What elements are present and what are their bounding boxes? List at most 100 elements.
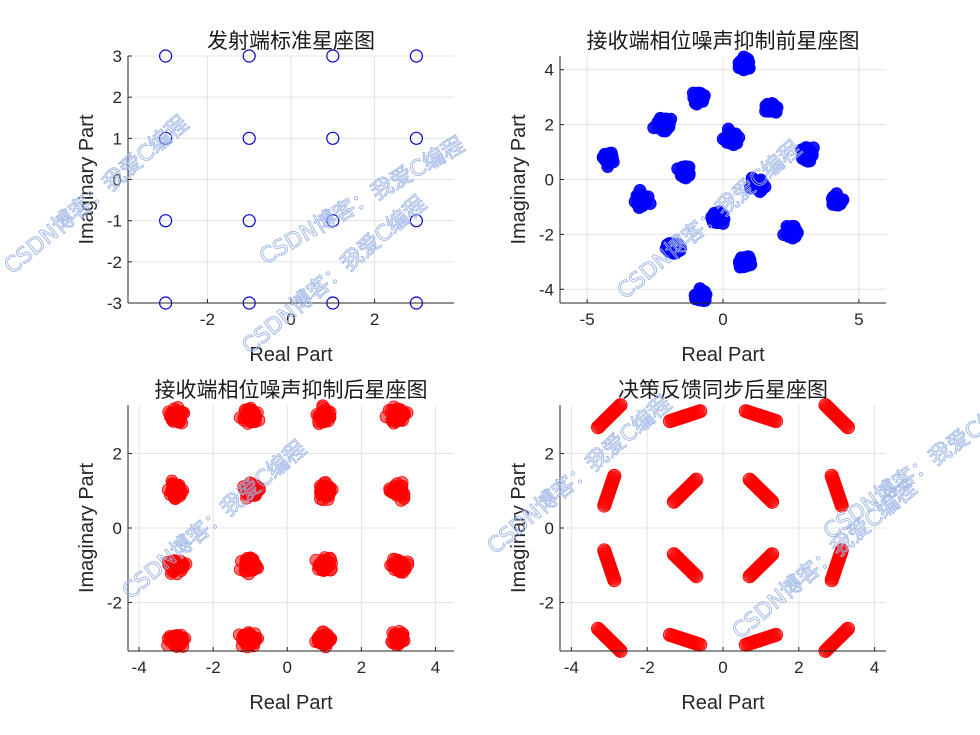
streak-point bbox=[597, 498, 612, 513]
phase-streak bbox=[738, 627, 784, 652]
data-point bbox=[159, 49, 173, 63]
cluster-point bbox=[245, 485, 259, 499]
point-cluster bbox=[314, 476, 339, 507]
data-point bbox=[242, 131, 256, 145]
watermark-text: CSDN博客：我爱C编程 bbox=[118, 436, 312, 604]
x-tick-label: 0 bbox=[718, 310, 727, 329]
cluster-point bbox=[722, 133, 735, 146]
x-axis-label: Real Part bbox=[681, 692, 765, 714]
phase-streak bbox=[591, 621, 628, 658]
data-point bbox=[159, 214, 173, 228]
x-tick-label: 0 bbox=[286, 310, 295, 329]
y-axis-label: Imaginary Part bbox=[76, 114, 98, 244]
cluster-point bbox=[738, 55, 752, 69]
cluster-point bbox=[795, 143, 809, 157]
cluster-point bbox=[244, 401, 258, 415]
data-point bbox=[326, 214, 340, 228]
streak-point bbox=[818, 398, 833, 413]
phase-streak bbox=[662, 627, 708, 652]
x-axis-label: Real Part bbox=[249, 692, 333, 714]
subplot-2: -5 0 5 -4 -2 0 2 4 接收端相位噪声抑制前星座图 Real Part Imagina… bbox=[508, 29, 886, 366]
x-tick-label: -4 bbox=[132, 658, 147, 677]
cluster-point bbox=[676, 168, 690, 182]
x-tick-label: -4 bbox=[564, 658, 579, 677]
point-cluster bbox=[596, 146, 620, 173]
data-series bbox=[596, 50, 850, 308]
point-cluster bbox=[233, 401, 266, 430]
point-cluster bbox=[310, 399, 337, 430]
subplot-4: -4 -2 0 2 4 -2 0 2 决策反馈同步后星座图 Real Part Imaginary … bbox=[508, 378, 886, 714]
cluster-point bbox=[392, 408, 406, 422]
streak-point bbox=[689, 569, 704, 584]
streak-point bbox=[607, 573, 622, 588]
cluster-point bbox=[693, 288, 707, 301]
point-cluster bbox=[777, 219, 804, 245]
point-cluster bbox=[716, 122, 746, 152]
point-cluster bbox=[825, 187, 850, 212]
phase-streak bbox=[742, 472, 780, 509]
phase-streak bbox=[591, 398, 628, 435]
y-tick-label: -2 bbox=[107, 253, 122, 272]
cluster-point bbox=[651, 116, 665, 130]
x-axis-label: Real Part bbox=[249, 344, 333, 366]
phase-streak bbox=[818, 621, 855, 658]
point-cluster bbox=[688, 282, 713, 308]
phase-streak bbox=[597, 543, 622, 588]
point-cluster bbox=[383, 476, 411, 507]
y-tick-label: 2 bbox=[545, 444, 554, 463]
streak-point bbox=[742, 472, 757, 487]
point-cluster bbox=[384, 552, 415, 579]
y-tick-label: 0 bbox=[113, 171, 122, 190]
phase-streak bbox=[666, 547, 704, 584]
cluster-point bbox=[766, 101, 780, 115]
point-cluster bbox=[647, 111, 678, 138]
y-tick-label: -1 bbox=[107, 212, 122, 231]
cluster-point bbox=[784, 224, 798, 238]
cluster-point bbox=[387, 557, 401, 571]
streak-point bbox=[591, 420, 606, 435]
y-tick-label: 2 bbox=[113, 88, 122, 107]
cluster-point bbox=[168, 482, 182, 496]
data-series bbox=[591, 398, 855, 658]
y-tick-label: -3 bbox=[107, 294, 122, 313]
x-tick-label: 0 bbox=[283, 658, 292, 677]
streak-point bbox=[834, 543, 849, 558]
y-axis-label: Imaginary Part bbox=[76, 463, 98, 593]
point-cluster bbox=[744, 171, 772, 198]
phase-streak bbox=[824, 468, 849, 513]
cluster-point bbox=[830, 187, 843, 201]
y-axis-label: Imaginary Part bbox=[508, 114, 530, 244]
y-tick-label: 1 bbox=[113, 129, 122, 148]
cluster-point bbox=[318, 483, 331, 497]
streak-point bbox=[765, 547, 780, 562]
point-cluster bbox=[161, 474, 190, 506]
cluster-point bbox=[606, 155, 620, 169]
point-cluster bbox=[161, 554, 193, 581]
cluster-point bbox=[690, 91, 704, 105]
streak-point bbox=[840, 621, 855, 636]
x-tick-label: 0 bbox=[718, 658, 727, 677]
chart-title: 接收端相位噪声抑制前星座图 bbox=[587, 29, 860, 53]
y-tick-label: -2 bbox=[107, 594, 122, 613]
y-tick-label: 2 bbox=[545, 116, 554, 135]
data-point bbox=[409, 131, 423, 145]
cluster-point bbox=[637, 193, 651, 207]
y-tick-label: 0 bbox=[545, 171, 554, 190]
point-cluster bbox=[732, 50, 756, 77]
y-tick-label: 0 bbox=[545, 519, 554, 538]
cluster-point bbox=[244, 637, 258, 651]
phase-streak bbox=[662, 404, 708, 429]
cluster-point bbox=[713, 206, 726, 220]
streak-point bbox=[693, 637, 708, 652]
data-point bbox=[242, 214, 256, 228]
watermark-text: CSDN博客：我爱C编程 bbox=[613, 136, 807, 304]
x-tick-label: 2 bbox=[794, 658, 803, 677]
data-point bbox=[409, 214, 423, 228]
cluster-point bbox=[662, 120, 676, 134]
phase-streak bbox=[742, 547, 780, 584]
data-point bbox=[159, 131, 173, 145]
y-axis-label: Imaginary Part bbox=[508, 463, 530, 593]
x-tick-label: 4 bbox=[870, 658, 879, 677]
subplot-1: -2 0 2 -3 -2 -1 0 1 2 3 发射端标准星座图 Real Part Imaginary… bbox=[76, 29, 454, 366]
cluster-point bbox=[170, 561, 184, 575]
